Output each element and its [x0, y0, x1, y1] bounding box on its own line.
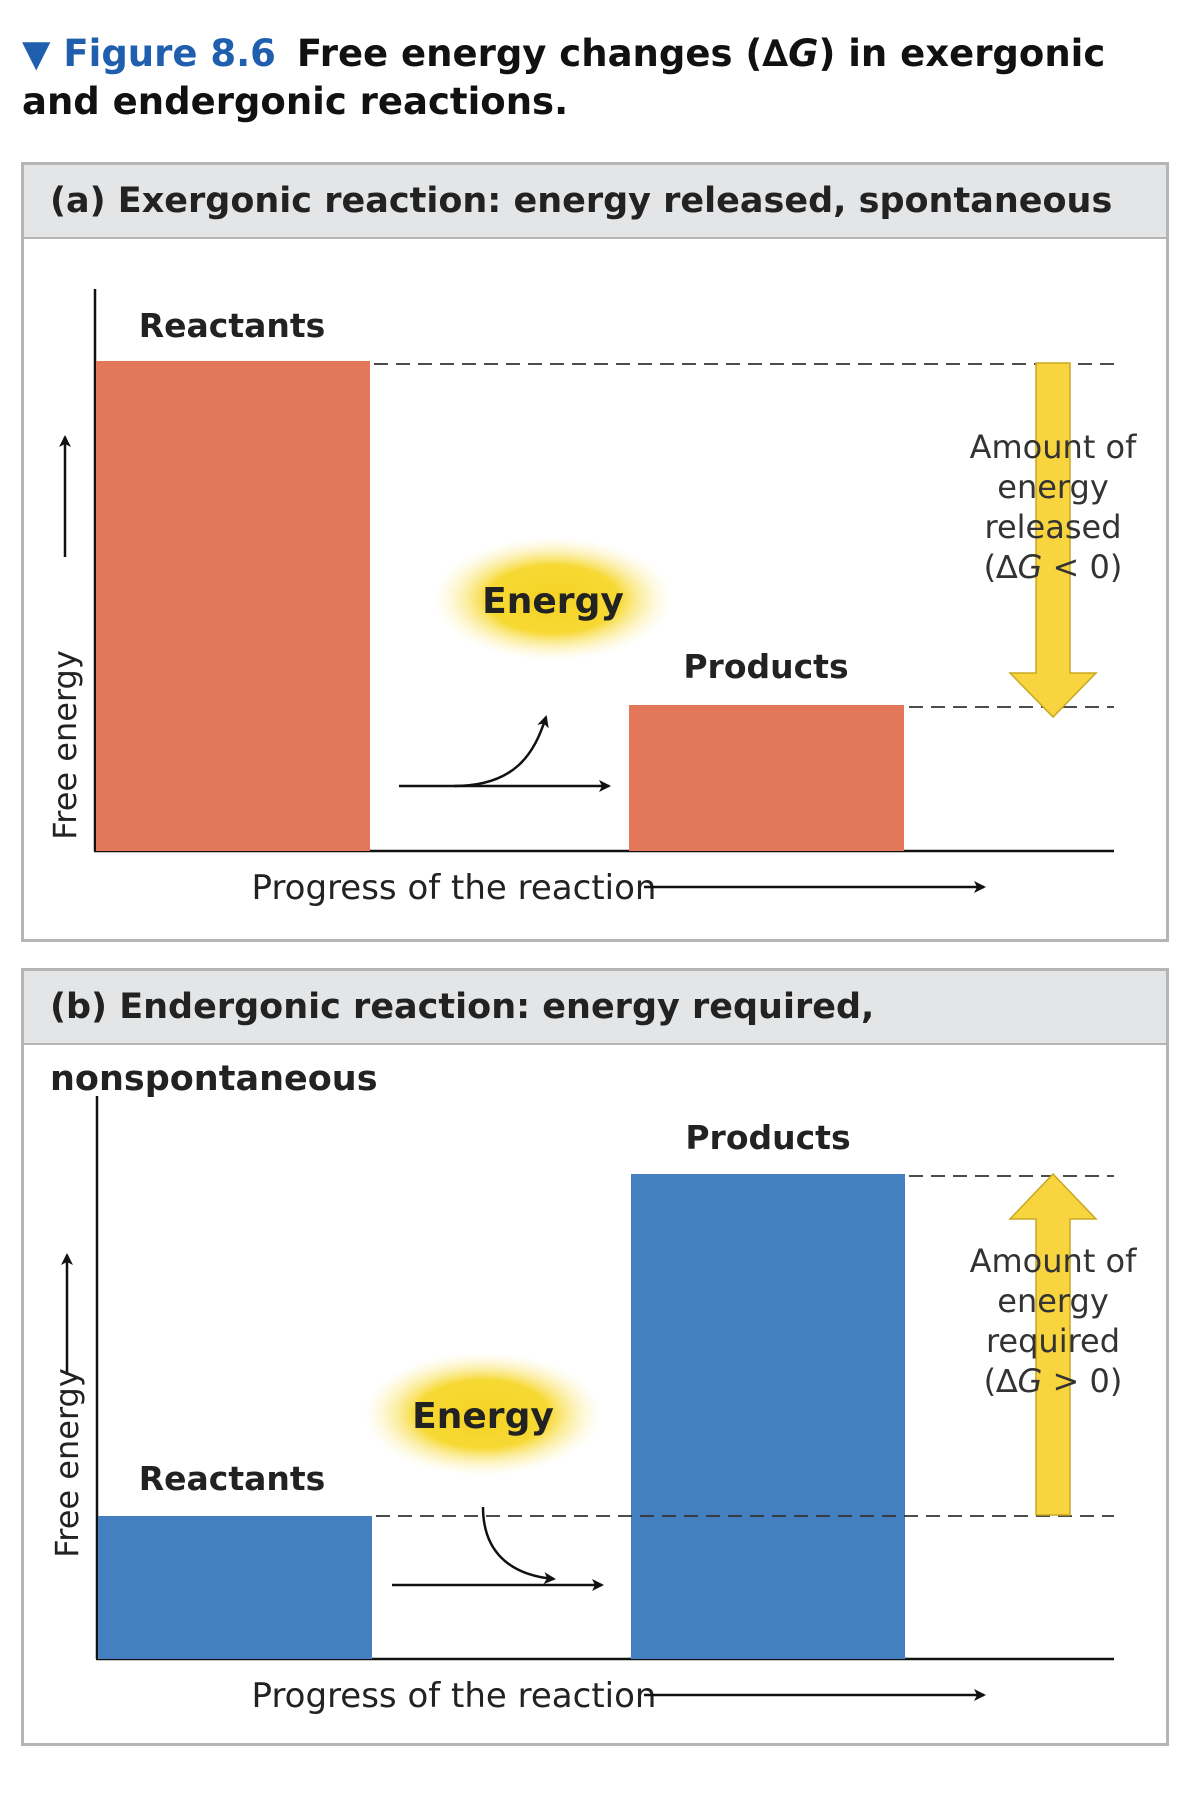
reactants-bar	[96, 361, 370, 851]
caption-g: G	[788, 32, 819, 75]
energy-required-arrow	[1008, 1172, 1098, 1516]
amount-line-3: released	[985, 508, 1122, 546]
amount-line-2: energy	[997, 468, 1109, 506]
products-bar	[629, 705, 904, 851]
amount-line-2: energy	[997, 1282, 1109, 1320]
figure-number: Figure 8.6	[63, 32, 276, 75]
products-bar	[631, 1174, 905, 1659]
x-axis-label: Progress of the reaction	[252, 1676, 657, 1716]
reactants-label: Reactants	[139, 306, 326, 345]
energy-glow	[433, 537, 673, 661]
panel-endergonic: (b) Endergonic reaction: energy required…	[21, 968, 1169, 1746]
energy-label: Energy	[482, 581, 624, 622]
products-label: Products	[683, 647, 848, 686]
energy-release-arrow	[453, 715, 549, 788]
caption-title-end: ) in exergonic and endergonic reactions.	[22, 32, 1106, 123]
endergonic-diagram: Free energy Progress of the reaction Rea…	[48, 1096, 1138, 1716]
reactants-label: Reactants	[139, 1459, 326, 1498]
amount-line-3: required	[986, 1322, 1120, 1360]
energy-label: Energy	[412, 1396, 554, 1437]
caption-marker: ▼	[22, 32, 51, 75]
panel-b-header: (b) Endergonic reaction: energy required…	[24, 971, 1166, 1099]
energy-released-arrow	[1008, 362, 1098, 719]
caption-title-start: Free energy changes (	[296, 32, 763, 75]
products-label: Products	[685, 1118, 850, 1157]
caption-delta: ∆	[762, 32, 789, 75]
amount-line-1: Amount of	[970, 428, 1138, 466]
amount-line-1: Amount of	[970, 1242, 1138, 1280]
delta-g-expression: (∆G > 0)	[984, 1362, 1123, 1400]
exergonic-diagram: Free energy Progress of the reaction Rea…	[46, 289, 1138, 908]
energy-glow	[363, 1352, 603, 1476]
y-axis-label: Free energy	[46, 650, 84, 840]
panel-a-header: (a) Exergonic reaction: energy released,…	[24, 165, 1166, 239]
x-axis-label: Progress of the reaction	[252, 868, 657, 908]
figure-caption: ▼ Figure 8.6 Free energy changes (∆G) in…	[22, 30, 1172, 126]
reactants-bar	[98, 1516, 372, 1659]
y-axis-label: Free energy	[48, 1368, 86, 1558]
delta-g-expression: (∆G < 0)	[984, 548, 1123, 586]
energy-input-arrow	[481, 1506, 556, 1585]
panel-exergonic: (a) Exergonic reaction: energy released,…	[21, 162, 1169, 942]
